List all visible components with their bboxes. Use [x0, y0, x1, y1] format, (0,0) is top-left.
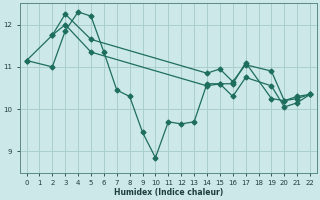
X-axis label: Humidex (Indice chaleur): Humidex (Indice chaleur) — [114, 188, 223, 197]
